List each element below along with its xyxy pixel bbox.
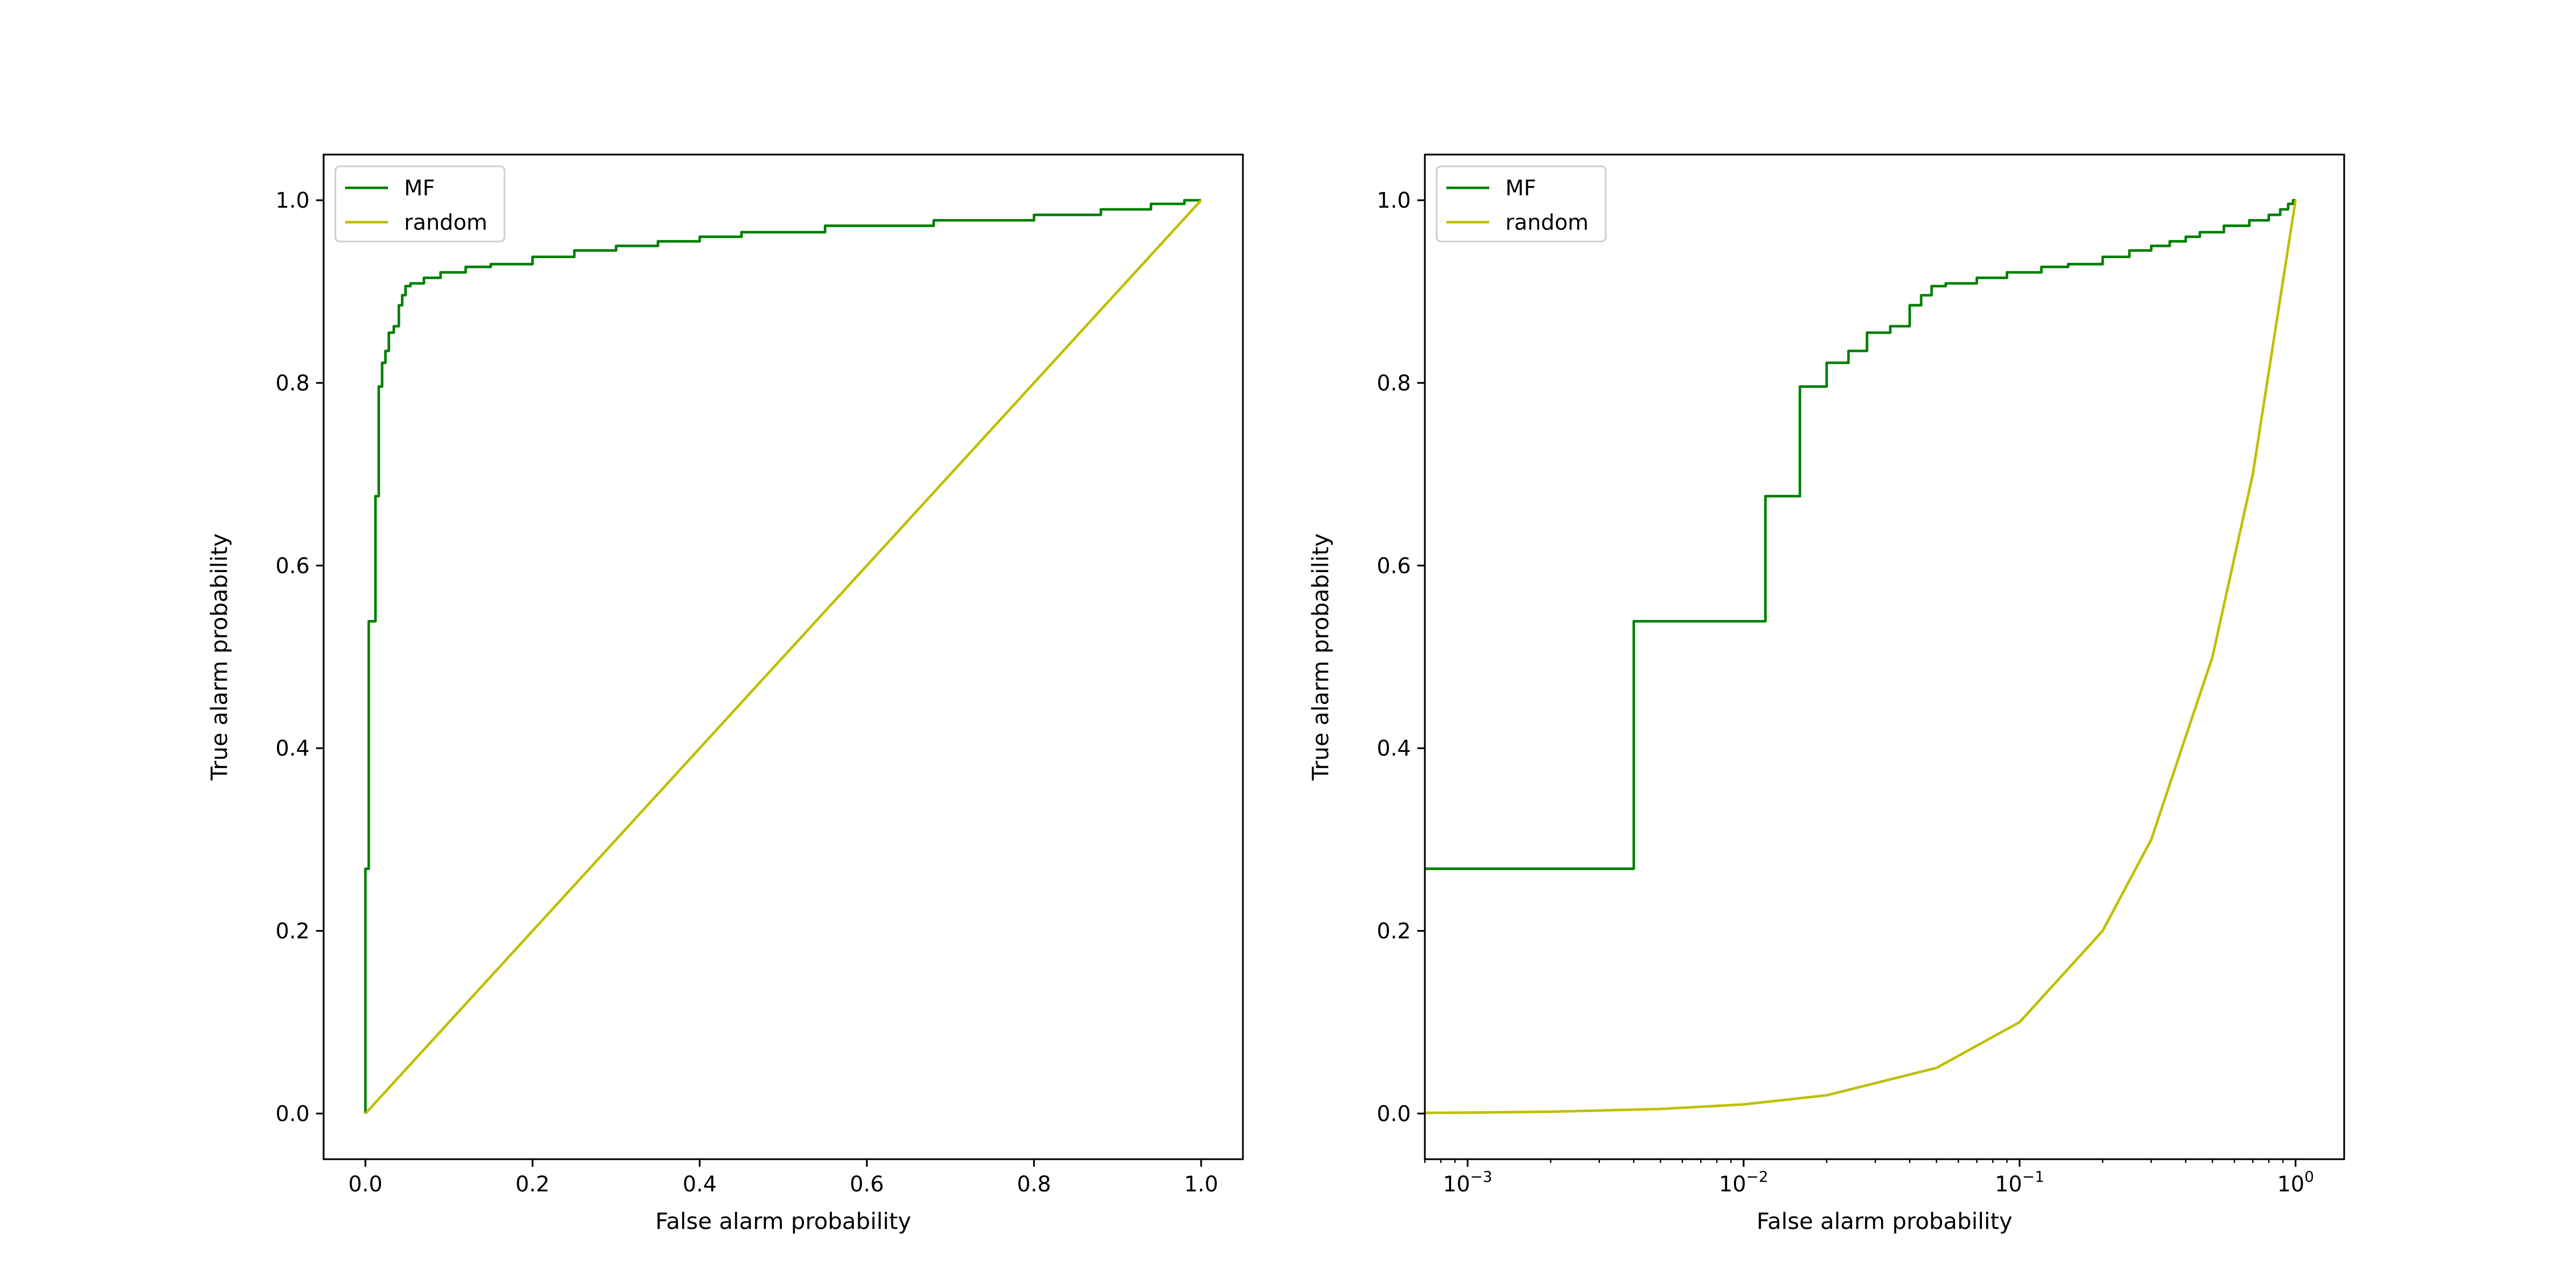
x-tick-label: 0.2 (516, 1172, 550, 1197)
x-axis-ticks: 10−3 10−2 10−1 100 (1424, 1159, 2314, 1197)
x-tick-label: 10−3 (1443, 1168, 1492, 1197)
y-tick-label: 0.8 (1377, 371, 1411, 396)
legend-label-random: random (1505, 210, 1589, 235)
x-tick-label: 10−2 (1719, 1168, 1768, 1197)
series-line-random (1425, 200, 2297, 1115)
series-line-MF (364, 199, 1202, 1114)
y-tick-label: 0.2 (275, 919, 310, 944)
x-tick-label: 1.0 (1184, 1172, 1218, 1197)
y-tick-label: 0.8 (275, 371, 310, 396)
y-axis-label: True alarm probability (1307, 533, 1334, 781)
legend-label-MF: MF (404, 176, 435, 201)
y-tick-label: 0.2 (1377, 919, 1411, 944)
y-tick-label: 1.0 (275, 188, 310, 213)
x-axis-label: False alarm probability (1757, 1208, 2012, 1234)
series-line-MF (1425, 199, 2296, 870)
roc-log-panel: 10−3 10−2 10−1 100 0.0 0.2 0.4 0.6 0.8 1.0 False… (1307, 153, 2345, 1234)
y-tick-label: 0.4 (275, 736, 310, 761)
series-line-random (364, 199, 1202, 1115)
y-tick-label: 0.0 (275, 1102, 310, 1126)
y-tick-label: 0.4 (1377, 736, 1411, 761)
axes-frame (1424, 153, 2345, 1160)
y-tick-label: 0.0 (1377, 1102, 1411, 1126)
plot-area (1425, 199, 2297, 1115)
y-tick-label: 0.6 (1377, 554, 1411, 579)
x-axis-ticks: 0.0 0.2 0.4 0.6 0.8 1.0 (348, 1159, 1218, 1197)
axes-frame (323, 153, 1244, 1160)
x-tick-label: 10−1 (1995, 1168, 2044, 1197)
x-tick-label: 0.4 (683, 1172, 717, 1197)
y-tick-label: 0.6 (275, 554, 310, 579)
y-tick-label: 1.0 (1377, 188, 1411, 213)
legend: MF random (1436, 165, 1607, 243)
y-axis-ticks: 0.0 0.2 0.4 0.6 0.8 1.0 (1377, 188, 1425, 1126)
legend-label-random: random (404, 210, 487, 235)
plot-area (364, 199, 1202, 1115)
x-tick-label: 0.6 (850, 1172, 884, 1197)
x-tick-label: 0.0 (348, 1172, 383, 1197)
legend: MF random (334, 165, 506, 243)
y-axis-label: True alarm probability (206, 533, 232, 781)
legend-label-MF: MF (1505, 176, 1536, 201)
x-tick-label: 100 (2277, 1168, 2314, 1197)
y-axis-ticks: 0.0 0.2 0.4 0.6 0.8 1.0 (275, 188, 324, 1126)
roc-linear-panel: 0.0 0.2 0.4 0.6 0.8 1.0 0.0 0.2 0.4 0.6 0.8 1.0 Fa… (206, 153, 1244, 1234)
x-axis-label: False alarm probability (655, 1208, 911, 1234)
x-tick-label: 0.8 (1017, 1172, 1051, 1197)
